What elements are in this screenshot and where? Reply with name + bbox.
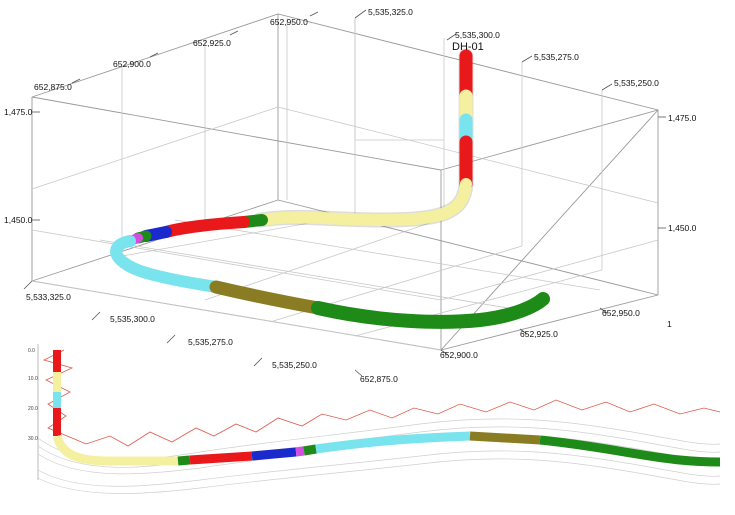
segment-cyan (110, 235, 222, 293)
drillhole-label: DH-01 (452, 41, 484, 53)
strip-red (189, 451, 253, 465)
axis-ticks (23, 9, 666, 377)
drillhole-trace-3d[interactable] (110, 48, 550, 329)
strip-olive (469, 431, 541, 445)
depth-label: 0.0 (28, 348, 35, 354)
right-z-label: 1,475.0 (668, 113, 697, 123)
top-northing-labels: 5,535,325.0 5,535,300.0 5,535,275.0 5,53… (368, 7, 659, 88)
strip-log[interactable]: 0.0 10.0 20.0 30.0 (28, 344, 721, 494)
top-x-label: 652,900.0 (113, 59, 151, 69)
bottom-northing-labels: 5,533,325.0 5,535,300.0 5,535,275.0 5,53… (26, 292, 317, 370)
top-x-label: 652,875.0 (34, 82, 72, 92)
segment-yellow (256, 178, 472, 227)
bottom-easting-labels: 652,875.0 652,900.0 652,925.0 652,950.0 (360, 308, 640, 384)
bottom-x-label: 652,900.0 (440, 350, 478, 360)
top-y-label: 5,535,275.0 (534, 52, 579, 62)
top-x-label: 652,925.0 (193, 38, 231, 48)
depth-label: 30.0 (28, 436, 38, 442)
bottom-x-label: 652,875.0 (360, 374, 398, 384)
strip-magenta (295, 446, 305, 457)
segment-red (160, 216, 250, 238)
top-y-label: 5,535,325.0 (368, 7, 413, 17)
strip-blue (251, 447, 297, 461)
left-z-label: 1,450.0 (4, 215, 33, 225)
strip-green (303, 444, 317, 456)
corner-marker: 1 (667, 319, 672, 329)
bottom-y-label: 5,533,325.0 (26, 292, 71, 302)
depth-label: 10.0 (28, 376, 38, 382)
strip-cyan (315, 431, 471, 454)
top-x-label: 652,950.0 (270, 17, 308, 27)
depth-label: 20.0 (28, 406, 38, 412)
strip-left-axis: 0.0 10.0 20.0 30.0 (28, 348, 38, 442)
right-z-label: 1,450.0 (668, 223, 697, 233)
strip-yellow (52, 434, 178, 466)
strip-lithology (52, 350, 721, 467)
bottom-x-label: 652,925.0 (520, 329, 558, 339)
log-trace (42, 349, 721, 447)
strip-gridlines (37, 418, 721, 494)
bottom-x-label: 652,950.0 (602, 308, 640, 318)
bottom-y-label: 5,535,275.0 (188, 337, 233, 347)
trace-shadow (252, 48, 474, 228)
bottom-y-label: 5,535,300.0 (110, 314, 155, 324)
strip-green (177, 455, 191, 466)
segment-olive (209, 280, 325, 315)
top-y-label: 5,535,300.0 (455, 30, 500, 40)
elevation-labels: 1,475.0 1,450.0 1,475.0 1,450.0 (4, 107, 697, 233)
top-y-label: 5,535,250.0 (614, 78, 659, 88)
bottom-y-label: 5,535,250.0 (272, 360, 317, 370)
top-easting-labels: 652,875.0 652,900.0 652,925.0 652,950.0 (34, 17, 308, 92)
left-z-label: 1,475.0 (4, 107, 33, 117)
segment-green (311, 292, 550, 329)
strip-green (539, 435, 721, 467)
